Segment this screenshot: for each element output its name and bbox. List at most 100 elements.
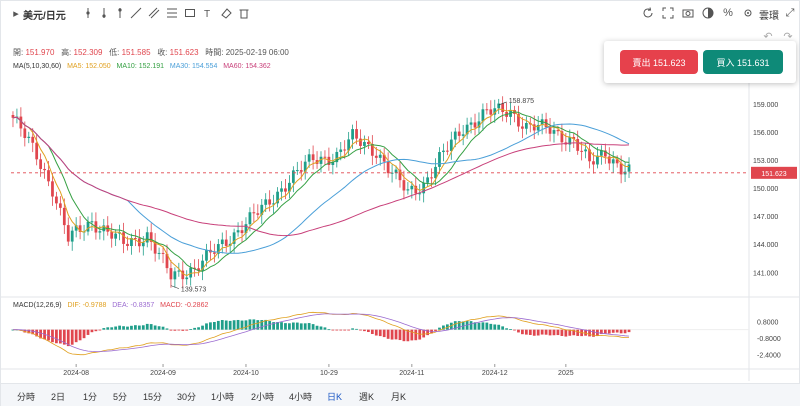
- candle-body: [607, 156, 611, 164]
- candle-body: [134, 238, 137, 240]
- trash-icon[interactable]: [237, 6, 251, 20]
- timeframe-item[interactable]: 1小時: [211, 392, 235, 402]
- timeframe-item-active[interactable]: 日K: [327, 392, 343, 402]
- ray-tool-icon[interactable]: [97, 6, 111, 20]
- buy-button[interactable]: 買入 151.631: [703, 50, 783, 74]
- timeframe-item[interactable]: 週K: [359, 392, 375, 402]
- macd-histogram-bar: [501, 326, 505, 330]
- y-tick-label: 144.000: [753, 242, 778, 249]
- candle-body: [355, 129, 358, 139]
- macd-histogram-bar: [161, 326, 165, 330]
- macd-histogram-bar: [244, 320, 248, 330]
- candle-body: [70, 230, 74, 242]
- channel-tool-icon[interactable]: [147, 6, 161, 20]
- trendline-tool-icon[interactable]: [129, 6, 143, 20]
- candle-body: [532, 124, 536, 131]
- candle-body: [438, 152, 441, 167]
- segment-tool-icon[interactable]: [113, 6, 127, 20]
- candle-body: [291, 170, 295, 183]
- macd-histogram-bar: [402, 329, 406, 342]
- macd-histogram-bar: [351, 328, 354, 330]
- macd-histogram-bar: [248, 319, 252, 330]
- candle-body: [197, 268, 200, 271]
- candle-body: [497, 103, 501, 109]
- macd-histogram-bar: [51, 329, 54, 343]
- macd-histogram-bar: [153, 325, 157, 330]
- symbol-title[interactable]: 美元/日元: [23, 11, 66, 22]
- screenshot-icon[interactable]: [681, 6, 695, 20]
- macd-histogram-bar: [390, 329, 394, 340]
- ma-legend-label: MA(5,10,30,60): [13, 63, 62, 70]
- undo-icon[interactable]: ↶: [763, 30, 773, 43]
- chart-label-right[interactable]: 雲環: [759, 11, 779, 22]
- macd-histogram-bar: [619, 329, 623, 334]
- timeframe-item[interactable]: 1分: [83, 392, 98, 402]
- sell-button[interactable]: 賣出 151.623: [620, 50, 698, 74]
- candle-body: [347, 139, 351, 151]
- theme-icon[interactable]: [701, 6, 715, 20]
- rectangle-tool-icon[interactable]: [183, 6, 197, 20]
- candle-body: [580, 150, 584, 152]
- macd-histogram-bar: [386, 329, 390, 339]
- candle-body: [126, 243, 129, 247]
- macd-histogram-bar: [228, 320, 232, 330]
- text-tool-icon[interactable]: T: [201, 6, 215, 20]
- candle-body: [244, 224, 248, 234]
- timeframe-item[interactable]: 30分: [177, 392, 197, 402]
- macd-histogram-bar: [505, 328, 508, 330]
- fib-tool-icon[interactable]: [165, 6, 179, 20]
- candle-body: [11, 115, 15, 118]
- timeframe-item[interactable]: 月K: [391, 392, 407, 402]
- candle-body: [303, 161, 307, 172]
- dif-value: DIF: -0.9788: [67, 302, 107, 309]
- macd-histogram-bar: [78, 329, 82, 341]
- ma10-value: MA10: 152.191: [116, 63, 165, 70]
- macd-histogram-bar: [572, 329, 576, 336]
- percent-icon[interactable]: %: [723, 7, 733, 19]
- macd-histogram-bar: [58, 329, 62, 344]
- candle-body: [141, 242, 145, 247]
- macd-histogram-bar: [521, 329, 524, 335]
- y-tick-label: 153.000: [753, 158, 778, 165]
- timeframe-bar: 分時 2日 1分 5分 15分 30分 1小時 2小時 4小時 日K 週K 月K: [1, 383, 800, 406]
- candle-body: [78, 225, 82, 232]
- collapse-icon[interactable]: ▸: [13, 7, 19, 20]
- low-label: 低:: [109, 48, 120, 57]
- macd-histogram-bar: [193, 327, 197, 330]
- timeframe-item[interactable]: 2日: [51, 392, 66, 402]
- timeframe-item[interactable]: 15分: [143, 392, 163, 402]
- settings-icon[interactable]: [741, 6, 755, 20]
- candle-body: [572, 136, 576, 140]
- high-label: 高:: [61, 48, 72, 57]
- timeframe-item[interactable]: 分時: [17, 392, 36, 402]
- macd-histogram-bar: [114, 326, 118, 330]
- macd-histogram-bar: [47, 329, 50, 341]
- candle-body: [272, 203, 275, 205]
- candle-body: [359, 138, 362, 146]
- macd-histogram-bar: [303, 323, 307, 330]
- macd-value: MACD: -0.2862: [160, 302, 209, 309]
- expand-icon[interactable]: ⤢: [785, 6, 795, 19]
- macd-histogram-bar: [603, 329, 607, 334]
- timeframe-item[interactable]: 5分: [113, 392, 128, 402]
- ohlc-readout: 開: 151.970 高: 152.309 低: 151.585 收: 151.…: [13, 47, 289, 58]
- macd-histogram-bar: [197, 327, 200, 330]
- candle-body: [390, 172, 394, 174]
- close-label: 收:: [157, 48, 168, 57]
- draw-line-tool-icon[interactable]: [81, 6, 95, 20]
- redo-icon[interactable]: ↷: [783, 30, 793, 43]
- timeframe-item[interactable]: 2小時: [251, 392, 275, 402]
- candle-body: [145, 232, 149, 243]
- candle-body: [477, 121, 481, 128]
- refresh-icon[interactable]: [641, 6, 655, 20]
- fullscreen-icon[interactable]: [661, 6, 675, 20]
- eraser-icon[interactable]: [219, 6, 233, 20]
- timeframe-item[interactable]: 4小時: [289, 392, 313, 402]
- candle-body: [556, 130, 560, 132]
- candle-body: [406, 189, 410, 191]
- macd-histogram-bar: [461, 321, 465, 330]
- macd-histogram-bar: [209, 322, 212, 330]
- candle-body: [627, 164, 631, 172]
